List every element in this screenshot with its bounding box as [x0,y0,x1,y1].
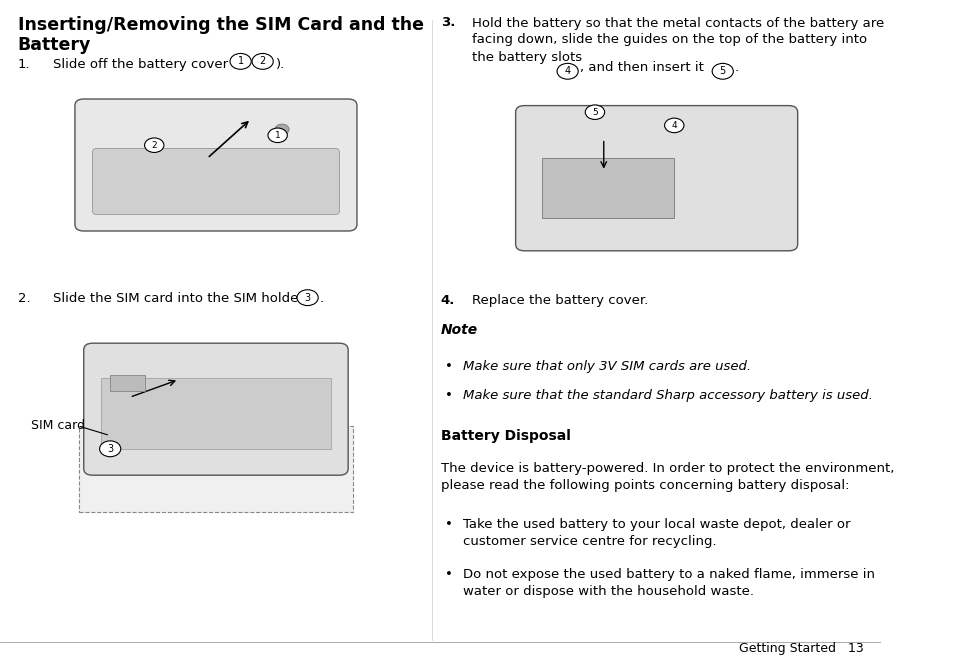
Text: Battery: Battery [17,36,91,54]
Circle shape [711,63,732,79]
FancyBboxPatch shape [75,99,357,231]
Circle shape [556,63,578,79]
Text: •: • [445,389,453,403]
Text: 3: 3 [305,292,310,303]
FancyBboxPatch shape [515,106,797,251]
Text: Make sure that only 3V SIM cards are used.: Make sure that only 3V SIM cards are use… [462,360,751,373]
Text: Note: Note [440,323,478,337]
Text: ).: ). [276,58,284,71]
Text: The device is battery-powered. In order to protect the environment,
please read : The device is battery-powered. In order … [440,462,893,492]
Circle shape [230,53,251,69]
Text: Make sure that the standard Sharp accessory battery is used.: Make sure that the standard Sharp access… [462,389,872,403]
Text: 2: 2 [259,56,265,67]
Text: Replace the battery cover.: Replace the battery cover. [471,294,647,307]
Text: 4: 4 [564,66,570,77]
Text: Battery Disposal: Battery Disposal [440,429,570,443]
Text: Getting Started   13: Getting Started 13 [738,642,863,655]
Text: Hold the battery so that the metal contacts of the battery are
facing down, slid: Hold the battery so that the metal conta… [471,16,883,63]
Text: Slide the SIM card into the SIM holder: Slide the SIM card into the SIM holder [53,292,304,305]
Text: •: • [445,360,453,373]
Text: 5: 5 [719,66,726,77]
FancyBboxPatch shape [111,375,145,391]
Circle shape [297,290,318,306]
Text: Take the used battery to your local waste depot, dealer or
customer service cent: Take the used battery to your local wast… [462,518,850,548]
Text: 2: 2 [151,141,157,150]
Text: 1.: 1. [17,58,30,71]
Text: 3: 3 [107,444,113,454]
FancyBboxPatch shape [541,158,674,218]
Text: Slide off the battery cover (: Slide off the battery cover ( [53,58,237,71]
Text: •: • [445,518,453,531]
Circle shape [275,124,289,135]
FancyBboxPatch shape [101,378,331,449]
Text: 4.: 4. [440,294,455,307]
Text: 2.: 2. [17,292,30,305]
FancyBboxPatch shape [92,148,339,214]
Text: 5: 5 [591,108,597,117]
Text: .: . [320,292,324,305]
Text: Inserting/Removing the SIM Card and the: Inserting/Removing the SIM Card and the [17,16,423,34]
Circle shape [144,138,163,152]
Text: SIM card: SIM card [31,419,85,432]
Circle shape [100,441,121,457]
Circle shape [268,128,287,143]
Text: Do not expose the used battery to a naked flame, immerse in
water or dispose wit: Do not expose the used battery to a nake… [462,568,874,597]
FancyBboxPatch shape [84,343,348,475]
Text: 3.: 3. [440,16,455,30]
FancyBboxPatch shape [79,426,352,512]
Circle shape [252,53,273,69]
Text: •: • [445,568,453,581]
Text: 4: 4 [671,121,677,130]
Text: .: . [734,61,738,75]
Text: 1: 1 [275,131,281,140]
Text: 1: 1 [237,56,243,67]
Text: , and then insert it: , and then insert it [579,61,703,75]
Circle shape [664,118,683,133]
Circle shape [584,105,604,119]
